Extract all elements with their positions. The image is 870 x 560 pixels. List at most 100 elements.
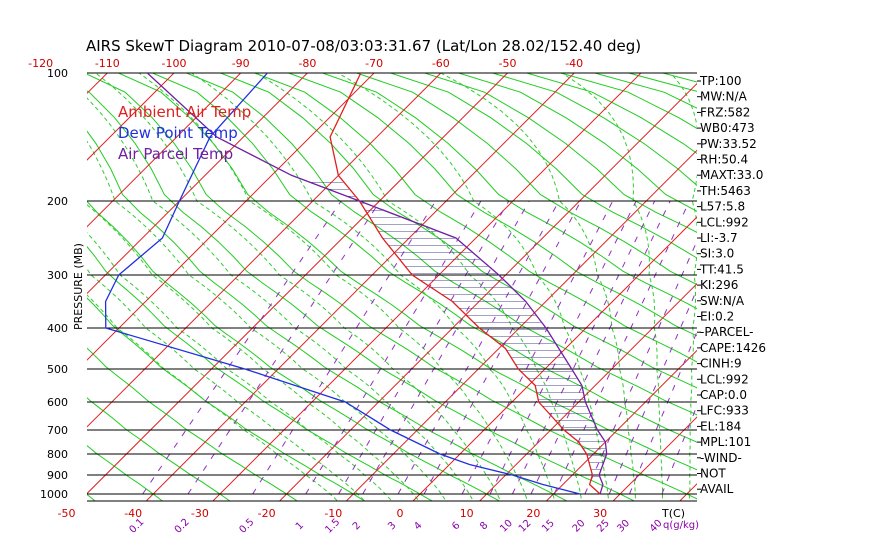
isotherm bbox=[87, 73, 175, 161]
mixing-ratio-tick-label: 0.5 bbox=[237, 517, 256, 536]
dewpoint-temp-line bbox=[104, 73, 581, 495]
bottom-temp-tick-label: -10 bbox=[324, 507, 342, 520]
legend: Ambient Air Temp Dew Point Temp Air Parcel… bbox=[118, 103, 251, 163]
dry-adiabat bbox=[833, 73, 870, 504]
isotherm bbox=[545, 349, 697, 501]
mixing-ratio-line bbox=[252, 200, 437, 495]
isotherm bbox=[801, 73, 870, 513]
dry-adiabat bbox=[87, 73, 697, 500]
mixing-ratio-line bbox=[553, 200, 690, 495]
stat-entry: LCL:992 bbox=[700, 372, 749, 386]
legend-entry: Ambient Air Temp bbox=[118, 103, 251, 121]
mixing-ratio-line bbox=[338, 200, 510, 495]
top-temperature-ticks: -120 -110 -100 -90 -80 -70 -60 -50 -40 bbox=[28, 57, 583, 70]
mixing-ratio-tick-label: 1 bbox=[294, 520, 306, 532]
pressure-tick-label: 500 bbox=[47, 363, 68, 376]
top-temp-tick-label: -120 bbox=[28, 57, 53, 70]
pressure-tick-label: 900 bbox=[47, 469, 68, 482]
isotherm bbox=[679, 483, 697, 501]
pressure-tick-label: 800 bbox=[47, 448, 68, 461]
dry-adiabat bbox=[87, 347, 299, 501]
mixing-ratio-tick-label: 10 bbox=[498, 518, 515, 535]
profile-layer bbox=[104, 73, 608, 495]
isotherm bbox=[212, 73, 642, 501]
isotherm bbox=[87, 73, 242, 228]
mixing-ratio-tick-label: 3 bbox=[386, 520, 398, 532]
stat-entry: FRZ:582 bbox=[700, 105, 750, 119]
dry-adiabat bbox=[390, 73, 697, 259]
top-temp-tick-label: -50 bbox=[499, 57, 517, 70]
mixing-ratio-tick-label: 2 bbox=[351, 520, 363, 532]
bottom-temp-tick-label: 10 bbox=[460, 507, 474, 520]
stat-entry: SI:3.0 bbox=[700, 247, 734, 261]
bottom-temp-tick-label: -30 bbox=[191, 507, 209, 520]
mixing-ratio-tick-label: 4 bbox=[412, 520, 424, 532]
pressure-tick-label: 1000 bbox=[40, 488, 68, 501]
dry-adiabat bbox=[220, 73, 697, 389]
top-temp-tick-label: -40 bbox=[565, 57, 583, 70]
stat-entry: EL:184 bbox=[700, 419, 741, 433]
mixing-ratio-line bbox=[187, 200, 381, 495]
isotherm bbox=[87, 73, 375, 361]
ambient-temp-line bbox=[329, 73, 601, 495]
cape-hatched-area bbox=[305, 180, 607, 481]
pressure-tick-label: 200 bbox=[47, 195, 68, 208]
bottom-temp-tick-label: -40 bbox=[124, 507, 142, 520]
bottom-temp-tick-label: -20 bbox=[258, 507, 276, 520]
isotherm bbox=[612, 416, 697, 501]
dry-adiabat bbox=[322, 73, 697, 310]
mixing-ratio-tick-label: 8 bbox=[478, 520, 490, 532]
isotherm bbox=[345, 149, 697, 501]
stat-entry: KI:296 bbox=[700, 278, 738, 292]
x-axis-label: T(C) bbox=[661, 507, 685, 520]
stat-entry: TH:5463 bbox=[699, 184, 751, 198]
mixing-axis-label: q(g/kg) bbox=[663, 520, 699, 531]
mixing-ratio-tick-label: 6 bbox=[450, 520, 462, 532]
stat-entry: MW:N/A bbox=[700, 90, 748, 104]
pressure-tick-labels: 100 200 300 400 500 600 700 800 900 1000 bbox=[40, 67, 68, 501]
stat-entry: TP:100 bbox=[699, 74, 742, 88]
dry-adiabat bbox=[662, 73, 697, 83]
stat-entry: -PARCEL- bbox=[700, 325, 754, 339]
stat-entry: LFC:933 bbox=[700, 404, 749, 418]
stat-entry: AVAIL bbox=[700, 482, 734, 496]
isotherm bbox=[87, 73, 108, 95]
stat-entry: NOT bbox=[700, 467, 726, 481]
stat-entry: RH:50.4 bbox=[700, 153, 748, 167]
stat-entry: CINH:9 bbox=[700, 357, 742, 371]
stat-entry: CAPE:1426 bbox=[700, 341, 766, 355]
stat-entry: MAXT:33.0 bbox=[700, 168, 763, 182]
cape-area-layer bbox=[305, 180, 607, 481]
dry-adiabat bbox=[288, 73, 697, 337]
dry-adiabat bbox=[87, 200, 501, 501]
dry-adiabat bbox=[492, 73, 697, 187]
stat-entry: EI:0.2 bbox=[700, 310, 734, 324]
mixing-ratio-tick-label: 12 bbox=[517, 518, 534, 535]
top-temp-tick-label: -70 bbox=[365, 57, 383, 70]
dry-adiabat bbox=[356, 73, 697, 286]
isotherm bbox=[87, 73, 508, 495]
bottom-temp-tick-label: 30 bbox=[593, 507, 607, 520]
parcel-temp-line bbox=[146, 73, 608, 495]
isotherm bbox=[0, 73, 41, 513]
pressure-tick-label: 100 bbox=[47, 67, 68, 80]
chart-title: AIRS SkewT Diagram 2010-07-08/03:03:31.6… bbox=[86, 37, 641, 55]
stat-entry: L57:5.8 bbox=[700, 200, 745, 214]
moist-adiabat bbox=[87, 204, 420, 501]
mixing-ratio-line bbox=[142, 200, 342, 495]
mixing-ratio-tick-label: 20 bbox=[571, 518, 588, 535]
mixing-ratio-tick-label: 15 bbox=[540, 518, 557, 535]
mixing-ratio-line bbox=[629, 330, 697, 495]
pressure-tick-label: 600 bbox=[47, 396, 68, 409]
mixing-ratio-tick-label: 25 bbox=[595, 518, 612, 535]
dry-adiabat bbox=[152, 73, 697, 443]
legend-entry: Dew Point Temp bbox=[118, 124, 238, 142]
mixing-ratio-line bbox=[530, 200, 671, 495]
stat-entry: PW:33.52 bbox=[700, 137, 757, 151]
bottom-temp-tick-label: -50 bbox=[58, 507, 76, 520]
mixing-ratio-line bbox=[362, 200, 530, 495]
pressure-isobars bbox=[87, 72, 697, 502]
top-temp-tick-label: -90 bbox=[232, 57, 250, 70]
